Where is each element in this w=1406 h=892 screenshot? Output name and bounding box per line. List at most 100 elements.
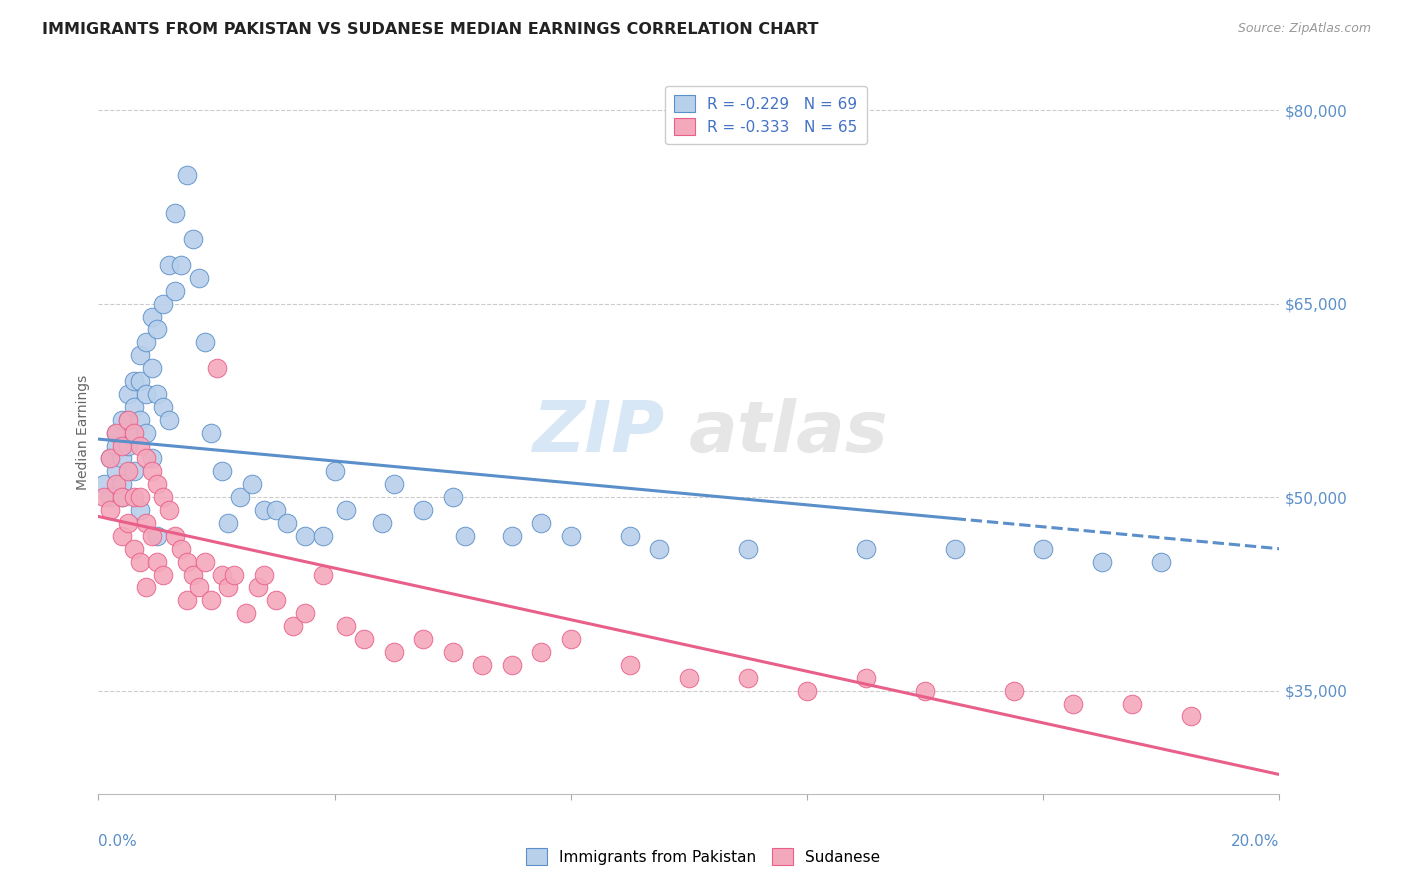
Point: [1062, 697, 1084, 711]
Point: [335, 503, 357, 517]
Point: [152, 490, 174, 504]
Point: [737, 541, 759, 556]
Point: [152, 567, 174, 582]
Point: [240, 477, 263, 491]
Point: [371, 516, 394, 530]
Point: [560, 632, 582, 646]
Y-axis label: Median Earnings: Median Earnings: [76, 375, 90, 491]
Text: atlas: atlas: [689, 398, 889, 467]
Point: [135, 451, 157, 466]
Point: [914, 683, 936, 698]
Point: [1150, 555, 1173, 569]
Legend: R = -0.229   N = 69, R = -0.333   N = 65: R = -0.229 N = 69, R = -0.333 N = 65: [665, 87, 868, 144]
Point: [323, 464, 346, 478]
Point: [128, 413, 150, 427]
Point: [98, 503, 121, 517]
Text: 20.0%: 20.0%: [1232, 834, 1279, 848]
Point: [152, 296, 174, 310]
Point: [1121, 697, 1143, 711]
Point: [246, 581, 269, 595]
Point: [194, 335, 217, 350]
Point: [253, 503, 276, 517]
Point: [122, 400, 145, 414]
Point: [122, 425, 145, 440]
Point: [141, 451, 163, 466]
Point: [122, 425, 145, 440]
Point: [146, 477, 169, 491]
Point: [283, 619, 305, 633]
Point: [157, 503, 180, 517]
Point: [176, 593, 198, 607]
Point: [194, 555, 217, 569]
Point: [796, 683, 818, 698]
Point: [128, 348, 150, 362]
Point: [211, 464, 233, 478]
Point: [141, 310, 163, 324]
Point: [737, 671, 759, 685]
Point: [1002, 683, 1025, 698]
Point: [1180, 709, 1202, 723]
Point: [141, 464, 163, 478]
Point: [264, 593, 287, 607]
Point: [135, 387, 157, 401]
Point: [382, 477, 405, 491]
Point: [501, 529, 523, 543]
Point: [128, 438, 150, 452]
Point: [294, 607, 316, 621]
Point: [93, 490, 115, 504]
Point: [253, 567, 276, 582]
Point: [122, 464, 145, 478]
Point: [335, 619, 357, 633]
Point: [176, 168, 198, 182]
Point: [412, 632, 434, 646]
Point: [441, 645, 464, 659]
Point: [382, 645, 405, 659]
Point: [229, 490, 252, 504]
Point: [157, 413, 180, 427]
Point: [128, 503, 150, 517]
Point: [170, 541, 193, 556]
Point: [135, 335, 157, 350]
Point: [312, 529, 335, 543]
Point: [111, 490, 134, 504]
Point: [98, 451, 121, 466]
Point: [122, 541, 145, 556]
Point: [105, 477, 128, 491]
Point: [105, 425, 128, 440]
Point: [117, 387, 139, 401]
Point: [224, 567, 246, 582]
Point: [187, 581, 209, 595]
Point: [122, 490, 145, 504]
Point: [619, 657, 641, 672]
Point: [412, 503, 434, 517]
Text: Source: ZipAtlas.com: Source: ZipAtlas.com: [1237, 22, 1371, 36]
Point: [176, 555, 198, 569]
Point: [98, 490, 121, 504]
Point: [152, 400, 174, 414]
Point: [146, 387, 169, 401]
Point: [200, 425, 222, 440]
Point: [235, 607, 257, 621]
Point: [200, 593, 222, 607]
Point: [855, 671, 877, 685]
Point: [157, 258, 180, 272]
Point: [441, 490, 464, 504]
Point: [146, 529, 169, 543]
Point: [1091, 555, 1114, 569]
Text: ZIP: ZIP: [533, 398, 665, 467]
Point: [1032, 541, 1054, 556]
Point: [501, 657, 523, 672]
Point: [181, 567, 204, 582]
Point: [146, 555, 169, 569]
Point: [111, 529, 134, 543]
Point: [105, 438, 128, 452]
Point: [619, 529, 641, 543]
Point: [135, 516, 157, 530]
Point: [135, 425, 157, 440]
Point: [353, 632, 375, 646]
Point: [211, 567, 233, 582]
Point: [648, 541, 671, 556]
Point: [141, 361, 163, 376]
Point: [187, 270, 209, 285]
Legend: Immigrants from Pakistan, Sudanese: Immigrants from Pakistan, Sudanese: [519, 842, 887, 871]
